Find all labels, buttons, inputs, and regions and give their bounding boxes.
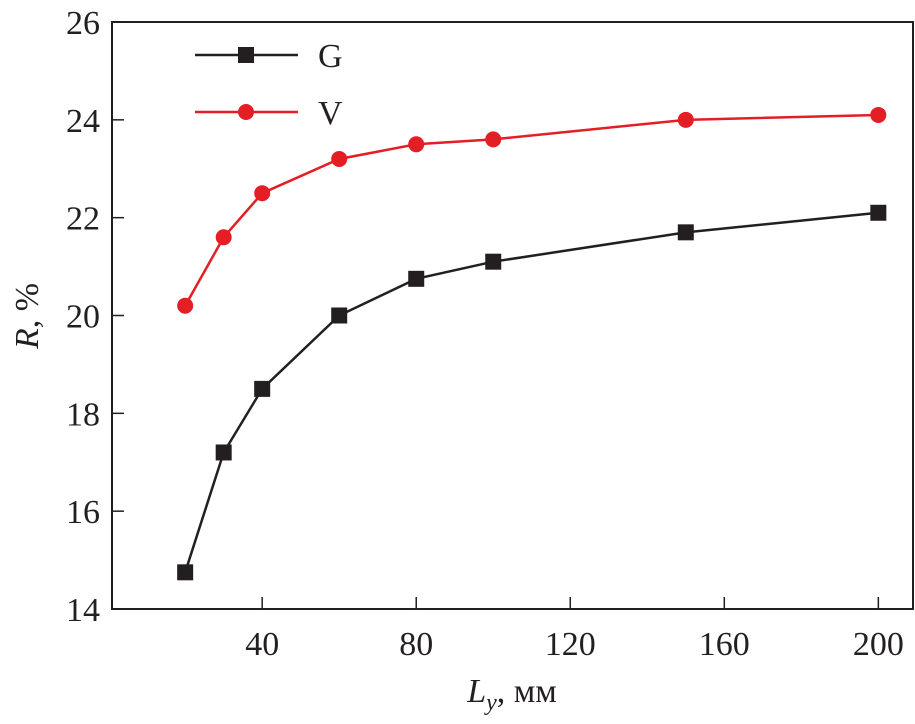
- series-layer: [177, 106, 887, 581]
- data-point-G: [177, 564, 194, 581]
- data-point-G: [331, 307, 348, 324]
- x-tick-label: 200: [853, 626, 904, 663]
- data-point-V: [215, 229, 232, 246]
- axes: 40 80 120 160 200 14 16 18 20 22 24 26: [66, 5, 914, 663]
- y-tick-label: 14: [66, 592, 100, 629]
- plot-frame: [111, 21, 914, 610]
- y-axis-label: R, %: [9, 283, 46, 350]
- data-point-G: [254, 380, 271, 397]
- legend-label-G: G: [318, 38, 343, 75]
- data-point-V: [485, 131, 502, 148]
- legend-marker-V: [238, 104, 254, 120]
- data-point-V: [677, 111, 694, 128]
- data-point-G: [215, 444, 232, 461]
- series-line-V: [184, 113, 879, 307]
- data-point-G: [408, 270, 425, 287]
- data-point-G: [677, 224, 694, 241]
- data-point-G: [485, 253, 502, 270]
- x-tick-label: 40: [245, 626, 279, 663]
- data-point-V: [408, 136, 425, 153]
- data-point-V: [870, 106, 887, 123]
- series-line-G: [183, 211, 879, 573]
- x-axis-label: Ly, мм: [466, 673, 557, 716]
- data-point-V: [331, 150, 348, 167]
- legend: GV: [195, 38, 343, 132]
- x-tick-label: 120: [545, 626, 596, 663]
- x-tick-label: 80: [399, 626, 433, 663]
- legend-label-V: V: [318, 95, 343, 132]
- y-tick-label: 20: [66, 299, 100, 336]
- y-tick-label: 26: [66, 5, 100, 42]
- y-tick-label: 18: [66, 396, 100, 433]
- x-tick-label: 160: [699, 626, 750, 663]
- legend-marker-G: [238, 47, 254, 63]
- data-point-V: [177, 297, 194, 314]
- y-tick-label: 22: [66, 201, 100, 238]
- data-point-G: [870, 204, 887, 221]
- y-tick-label: 16: [66, 494, 100, 531]
- y-tick-label: 24: [66, 103, 100, 140]
- data-point-V: [254, 185, 271, 202]
